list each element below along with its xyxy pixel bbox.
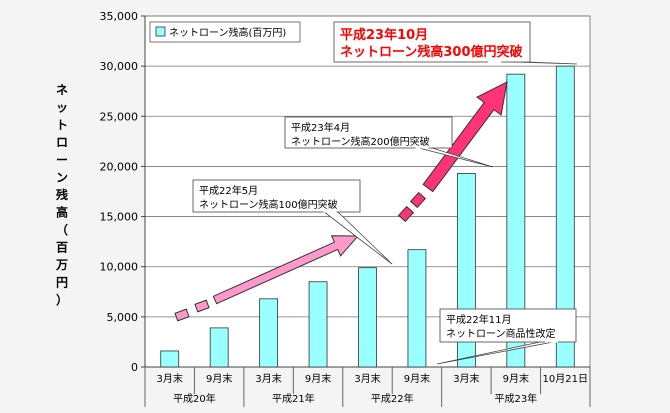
y-tick-label: 35,000 — [100, 10, 139, 23]
callout-20bn-tail-joint — [415, 146, 429, 149]
bar — [358, 267, 377, 368]
bar — [209, 327, 229, 368]
x-tick-label: 9月末 — [206, 372, 232, 385]
arrow-dash — [397, 205, 415, 223]
y-tick-label: 10,000 — [100, 261, 139, 274]
callout-30bn-text: 平成23年10月 — [340, 27, 428, 43]
callout-30bn-box — [333, 21, 531, 63]
callout-30bn-tail-joint — [488, 60, 502, 63]
legend-box — [149, 21, 301, 43]
callout-30bn-text: ネットローン残高300億円突破 — [340, 44, 523, 60]
x-tick-label: 3月末 — [255, 372, 281, 385]
x-tick-label: 10月21日 — [543, 373, 588, 385]
callout-product-revision-tail-joint — [545, 340, 559, 343]
x-tick-label: 3月末 — [453, 372, 479, 385]
callout-product-revision-text: 平成22年11月 — [446, 313, 511, 326]
y-tick-label: 25,000 — [100, 110, 139, 123]
x-group-label: 平成21年 — [272, 392, 315, 405]
x-group-label: 平成22年 — [371, 392, 414, 405]
callout-20bn-text: ネットローン残高200億円突破 — [291, 135, 430, 148]
bar — [259, 298, 279, 368]
callout-product-revision-box — [439, 308, 577, 343]
callout-10bn-tail-joint — [323, 210, 337, 213]
arrow-dash — [194, 299, 210, 313]
bar — [407, 249, 427, 368]
arrow-dash — [174, 308, 190, 322]
y-axis-title: ネットローン残高（百万円） — [55, 83, 68, 307]
y-tick-label: 30,000 — [100, 60, 139, 73]
bar — [555, 65, 575, 368]
x-tick-label: 9月末 — [305, 372, 331, 385]
x-tick-label: 3月末 — [354, 372, 380, 385]
callout-product-revision-text: ネットローン商品性改定 — [446, 327, 556, 340]
y-tick-label: 15,000 — [100, 211, 139, 224]
arrow-dash — [409, 191, 427, 209]
legend-swatch — [155, 26, 166, 37]
x-group-label: 平成20年 — [173, 392, 216, 405]
y-tick-label: 5,000 — [107, 311, 139, 324]
callout-20bn-box — [284, 116, 453, 149]
growth-arrow — [212, 235, 360, 305]
y-tick-label: 20,000 — [100, 160, 139, 173]
bar — [160, 350, 180, 368]
growth-arrow — [422, 81, 508, 193]
x-group-label: 平成23年 — [494, 392, 537, 405]
x-tick-label: 3月末 — [157, 372, 183, 385]
callout-10bn-box — [192, 179, 361, 213]
y-tick-label: 0 — [131, 361, 138, 374]
bar — [308, 281, 328, 368]
legend-label: ネットローン残高(百万円) — [169, 26, 286, 39]
callout-20bn-text: 平成23年4月 — [291, 121, 350, 134]
x-tick-label: 9月末 — [503, 372, 529, 385]
callout-10bn-text: 平成22年5月 — [199, 184, 258, 197]
x-tick-label: 9月末 — [404, 372, 430, 385]
bar — [506, 73, 526, 368]
callout-10bn-text: ネットローン残高100億円突破 — [199, 198, 338, 211]
